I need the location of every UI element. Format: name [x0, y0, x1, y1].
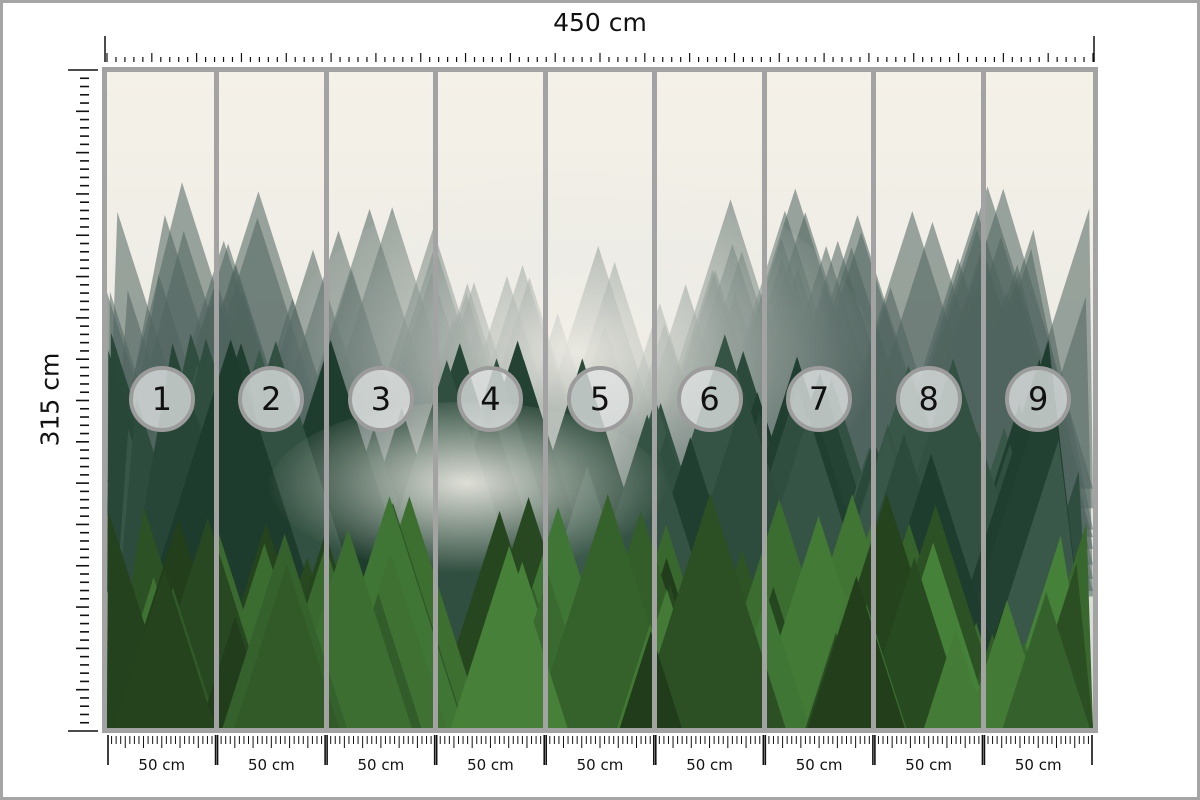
panel-divider: [542, 72, 548, 728]
panel-width-label: 50 cm: [795, 756, 843, 774]
panel-number-badge: 7: [786, 366, 853, 432]
pine-tree: [619, 631, 682, 728]
pine-tree: [1002, 592, 1090, 728]
panel-divider: [652, 72, 658, 728]
panel-divider: [980, 72, 986, 728]
panel-number-badge: 5: [567, 366, 633, 432]
panel-number-badge: 2: [238, 366, 305, 432]
panel-divider: [871, 72, 877, 728]
pine-tree: [234, 564, 340, 728]
panel-number-badge: 1: [128, 366, 195, 432]
pine-tree: [635, 492, 786, 728]
panel-number-badge: 8: [895, 366, 962, 432]
panel-width-label: 50 cm: [1014, 756, 1062, 774]
panel-divider: [433, 72, 439, 728]
panel-width-label: 50 cm: [138, 756, 186, 774]
panel-divider: [214, 72, 220, 728]
pine-tree: [807, 576, 905, 728]
panel-width-label: 50 cm: [686, 756, 733, 774]
panel-number-badge: 9: [1005, 366, 1072, 432]
panel-divider: [761, 72, 767, 728]
panel-divider: [323, 72, 329, 728]
pine-tree: [113, 569, 216, 728]
panel-width-label: 50 cm: [576, 756, 624, 774]
pine-tree: [924, 629, 988, 728]
panel-number-badge: 4: [457, 366, 524, 432]
panel-width-label: 50 cm: [247, 756, 295, 774]
panel-width-label: 50 cm: [357, 756, 405, 774]
pine-tree: [450, 545, 568, 728]
total-width-label: 450 cm: [553, 8, 647, 37]
panel-number-badge: 6: [676, 366, 743, 432]
panel-number-badge: 3: [347, 366, 414, 432]
panel-width-label: 50 cm: [905, 756, 953, 774]
panel-width-label: 50 cm: [467, 756, 514, 774]
